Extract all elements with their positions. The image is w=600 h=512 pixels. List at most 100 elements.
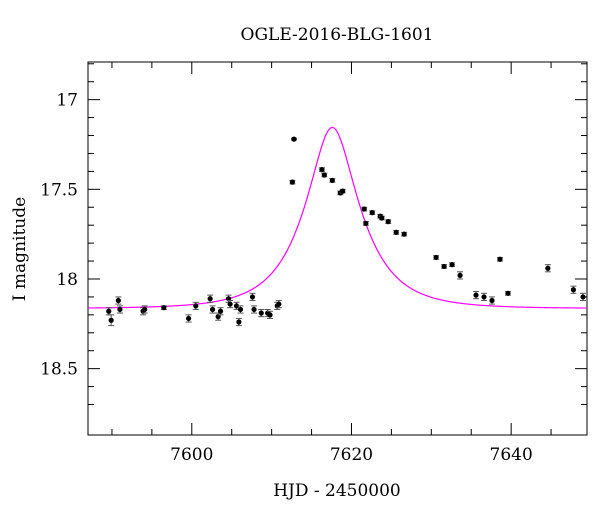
data-point [115,296,122,305]
data-marker [321,172,327,178]
data-marker [570,287,577,293]
data-point [258,308,265,318]
data-marker [117,306,123,313]
data-marker [251,306,257,313]
data-marker [291,136,297,142]
data-marker [217,308,224,314]
data-marker [401,231,407,237]
data-marker [473,292,479,298]
data-point [393,229,400,235]
data-point [570,285,577,294]
data-point [329,177,336,183]
data-point [369,210,376,216]
data-marker [393,229,399,235]
data-marker [108,317,114,323]
model-curve [87,126,587,309]
data-point [496,256,503,262]
data-point [217,307,224,316]
data-point [362,220,369,226]
data-point [251,305,258,314]
data-point [473,291,480,300]
data-point [249,292,256,302]
plot-frame [87,61,588,436]
data-point [457,271,464,280]
data-point [141,305,148,314]
data-marker [329,177,335,183]
data-point [237,305,244,314]
data-marker [363,220,369,226]
x-tick-label: 7640 [490,445,533,465]
data-marker [545,265,551,271]
data-point [225,294,232,303]
x-axis-label: HJD - 2450000 [273,481,401,501]
data-marker [207,296,213,302]
data-marker [258,310,264,316]
data-marker [369,210,375,216]
data-marker [161,305,167,311]
data-point [321,172,328,178]
data-point [267,310,274,319]
x-axis: 7600 7620 7640 [111,62,552,465]
data-marker [441,263,447,270]
plot-border [87,61,588,436]
data-marker [276,301,282,307]
data-marker [249,294,256,300]
data-point [227,300,234,309]
x-tick-label: 7600 [170,445,213,465]
data-point [105,307,112,316]
data-point [289,179,296,185]
y-tick-label: 17.5 [40,180,78,200]
y-tick-label: 17 [56,91,78,111]
data-marker [505,290,511,296]
data-point [116,305,123,314]
y-axis: 17 17.5 18 18.5 [40,63,587,406]
x-tick-label: 7620 [330,445,373,465]
data-point [339,188,346,194]
data-marker [227,301,233,307]
y-axis-label: I magnitude [10,197,30,301]
data-point [318,166,325,173]
data-marker [361,206,367,212]
data-marker [236,319,242,325]
data-marker [433,254,439,261]
data-marker [233,303,240,309]
data-marker [289,179,295,185]
y-tick-label: 18.5 [40,360,78,380]
data-marker [385,219,391,225]
data-point [275,300,282,309]
data-marker [267,312,273,318]
data-point [544,264,551,273]
data-marker [457,272,463,278]
data-marker [580,294,586,300]
data-point [235,317,242,327]
data-marker [237,306,244,313]
data-marker [497,256,503,262]
data-point [361,206,368,212]
data-marker [319,166,325,173]
data-marker [449,262,455,268]
data-marker [481,294,487,300]
data-point [504,290,511,296]
data-marker [209,306,216,313]
y-tick-label: 18 [56,270,78,290]
data-point [449,262,456,268]
data-point [185,314,192,323]
data-marker [185,315,192,322]
data-marker [106,308,112,314]
chart-title: OGLE-2016-BLG-1601 [241,25,434,45]
data-marker [489,297,495,304]
data-marker [142,306,148,313]
data-point [481,292,488,302]
data-marker [379,215,385,221]
data-marker [340,188,346,194]
data-point [160,305,167,311]
data-point [192,301,199,310]
data-point [401,231,408,237]
data-points [105,136,587,327]
data-point [441,263,448,270]
data-point [378,215,385,221]
data-point [290,136,297,142]
data-point [108,314,115,327]
data-point [488,296,495,305]
